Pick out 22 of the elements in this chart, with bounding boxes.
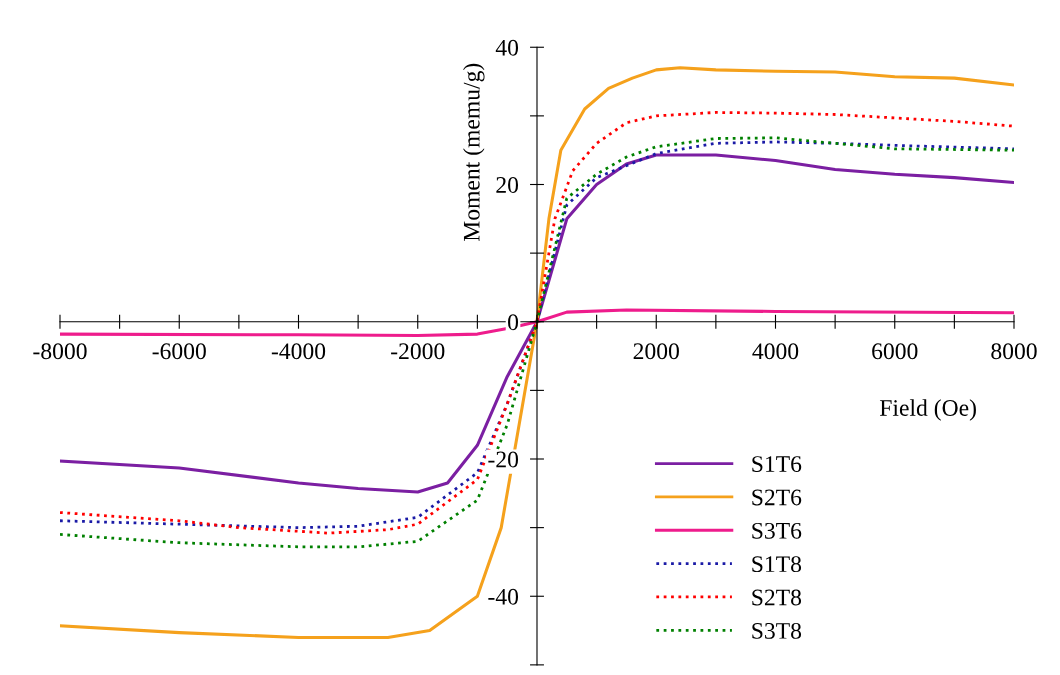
y-tick-label: 0 <box>508 314 519 331</box>
legend-label: S3T8 <box>752 622 802 639</box>
legend-label: S1T6 <box>752 456 802 473</box>
y-tick-label: -20 <box>488 451 519 468</box>
x-tick-label: 6000 <box>872 343 918 360</box>
y-tick-label: 20 <box>496 176 519 193</box>
y-axis-title: Moment (memu/g) <box>463 63 485 242</box>
x-tick-label: -8000 <box>33 343 87 360</box>
legend-label: S2T8 <box>752 589 802 606</box>
x-tick-label: 2000 <box>633 343 679 360</box>
line-series <box>60 308 1014 338</box>
x-tick-label: -4000 <box>271 343 326 360</box>
legend-label: S2T6 <box>752 489 802 506</box>
legend-label: S3T6 <box>752 522 802 539</box>
x-axis-title: Field (Oe) <box>879 399 976 421</box>
y-tick-label: 40 <box>495 39 519 56</box>
x-tick-label: -2000 <box>391 343 445 360</box>
legend-label: S1T8 <box>752 556 802 573</box>
x-tick-label: -6000 <box>152 343 206 360</box>
y-tick-label: -40 <box>488 588 519 605</box>
x-tick-label: 4000 <box>752 343 799 360</box>
x-tick-label: 8000 <box>991 343 1037 360</box>
